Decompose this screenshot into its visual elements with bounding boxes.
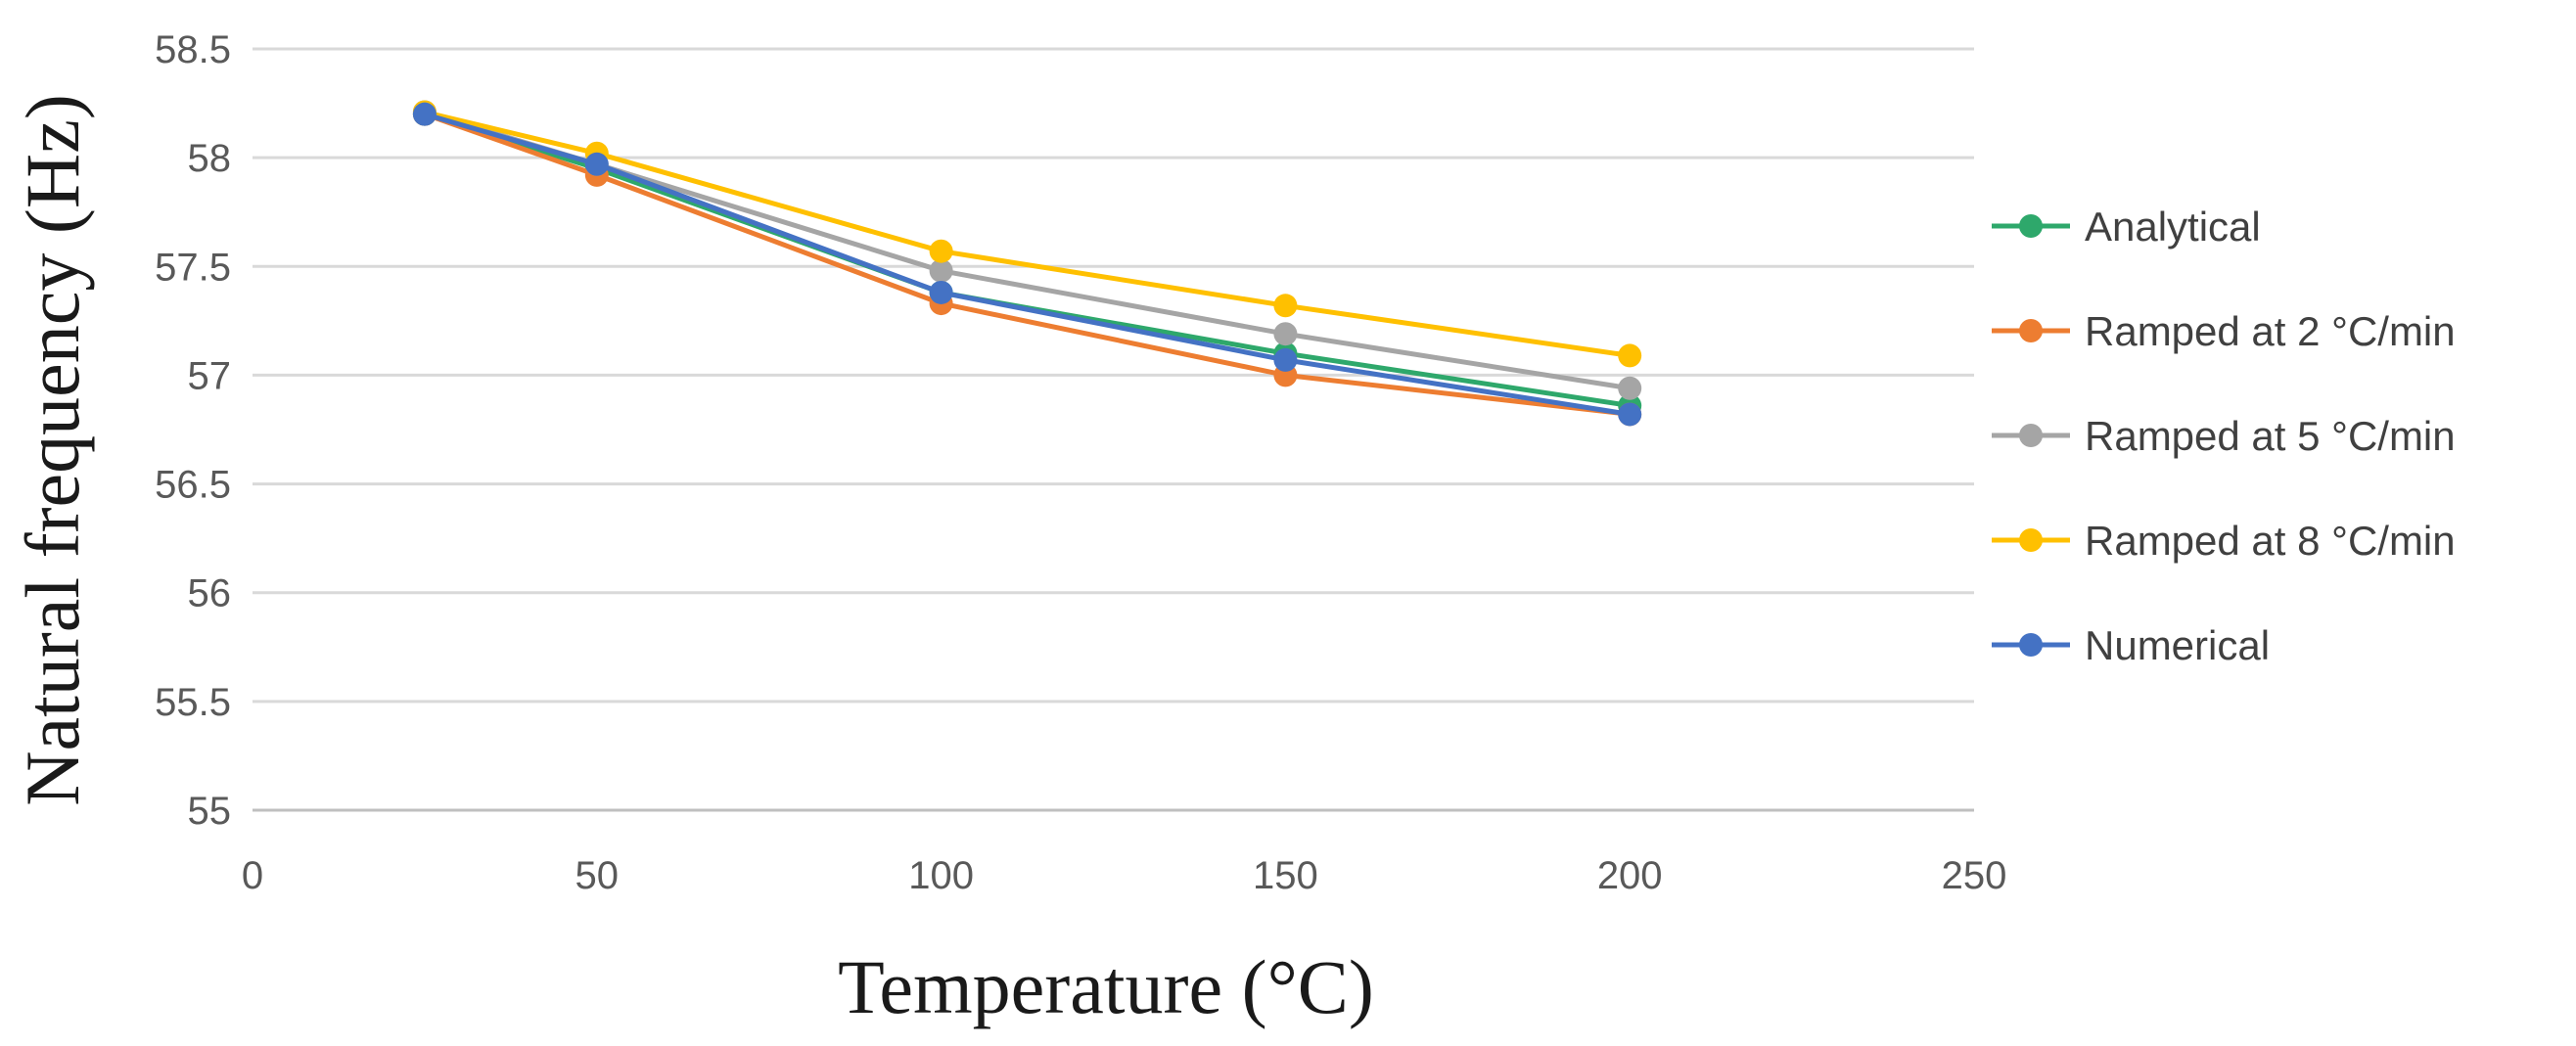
- data-point-numerical: [584, 152, 609, 176]
- x-tick-label: 250: [1942, 854, 2007, 897]
- y-tick-label: 56: [188, 572, 232, 615]
- data-point-ramped-at-8-c-min: [1273, 294, 1298, 318]
- y-tick-label: 58.5: [155, 28, 231, 71]
- data-point-ramped-at-5-c-min: [929, 258, 953, 283]
- data-point-ramped-at-5-c-min: [1273, 322, 1298, 346]
- x-tick-label: 0: [242, 854, 263, 897]
- data-point-ramped-at-5-c-min: [1618, 376, 1642, 400]
- data-point-ramped-at-8-c-min: [1618, 343, 1642, 368]
- legend-swatch-marker: [2019, 214, 2043, 238]
- data-point-numerical: [412, 102, 437, 126]
- y-axis-title: Natural frequency (Hz): [10, 94, 95, 806]
- legend: Analytical Ramped at 2 °C/min Ramped at 5 …: [1992, 204, 2456, 668]
- legend-swatch-marker: [2019, 633, 2043, 657]
- x-axis-title: Temperature (°C): [838, 944, 1374, 1029]
- legend-label: Numerical: [2085, 622, 2270, 668]
- y-tick-label: 55: [188, 790, 232, 833]
- legend-label: Ramped at 2 °C/min: [2085, 308, 2456, 354]
- data-point-numerical: [1273, 347, 1298, 372]
- axes: 55 55.5 56 56.5 57 57.5 58 58.5 0 50 100 150 200 250: [155, 28, 2006, 897]
- y-tick-label: 57: [188, 354, 232, 397]
- gridlines: [253, 47, 1974, 704]
- legend-swatch-marker: [2019, 528, 2043, 552]
- y-tick-label: 56.5: [155, 464, 231, 507]
- x-tick-label: 200: [1597, 854, 1663, 897]
- legend-swatch-marker: [2019, 319, 2043, 342]
- data-point-numerical: [1618, 402, 1642, 427]
- x-tick-label: 150: [1253, 854, 1318, 897]
- data-point-ramped-at-8-c-min: [929, 239, 953, 263]
- x-tick-label: 100: [908, 854, 974, 897]
- series-lines: [412, 100, 1642, 427]
- y-tick-label: 55.5: [155, 681, 231, 724]
- legend-label: Ramped at 5 °C/min: [2085, 413, 2456, 459]
- data-point-numerical: [929, 280, 953, 304]
- legend-label: Ramped at 8 °C/min: [2085, 518, 2456, 564]
- legend-label: Analytical: [2085, 204, 2261, 250]
- y-tick-label: 58: [188, 137, 232, 180]
- x-tick-label: 50: [575, 854, 620, 897]
- legend-swatch-marker: [2019, 424, 2043, 447]
- y-tick-label: 57.5: [155, 246, 231, 289]
